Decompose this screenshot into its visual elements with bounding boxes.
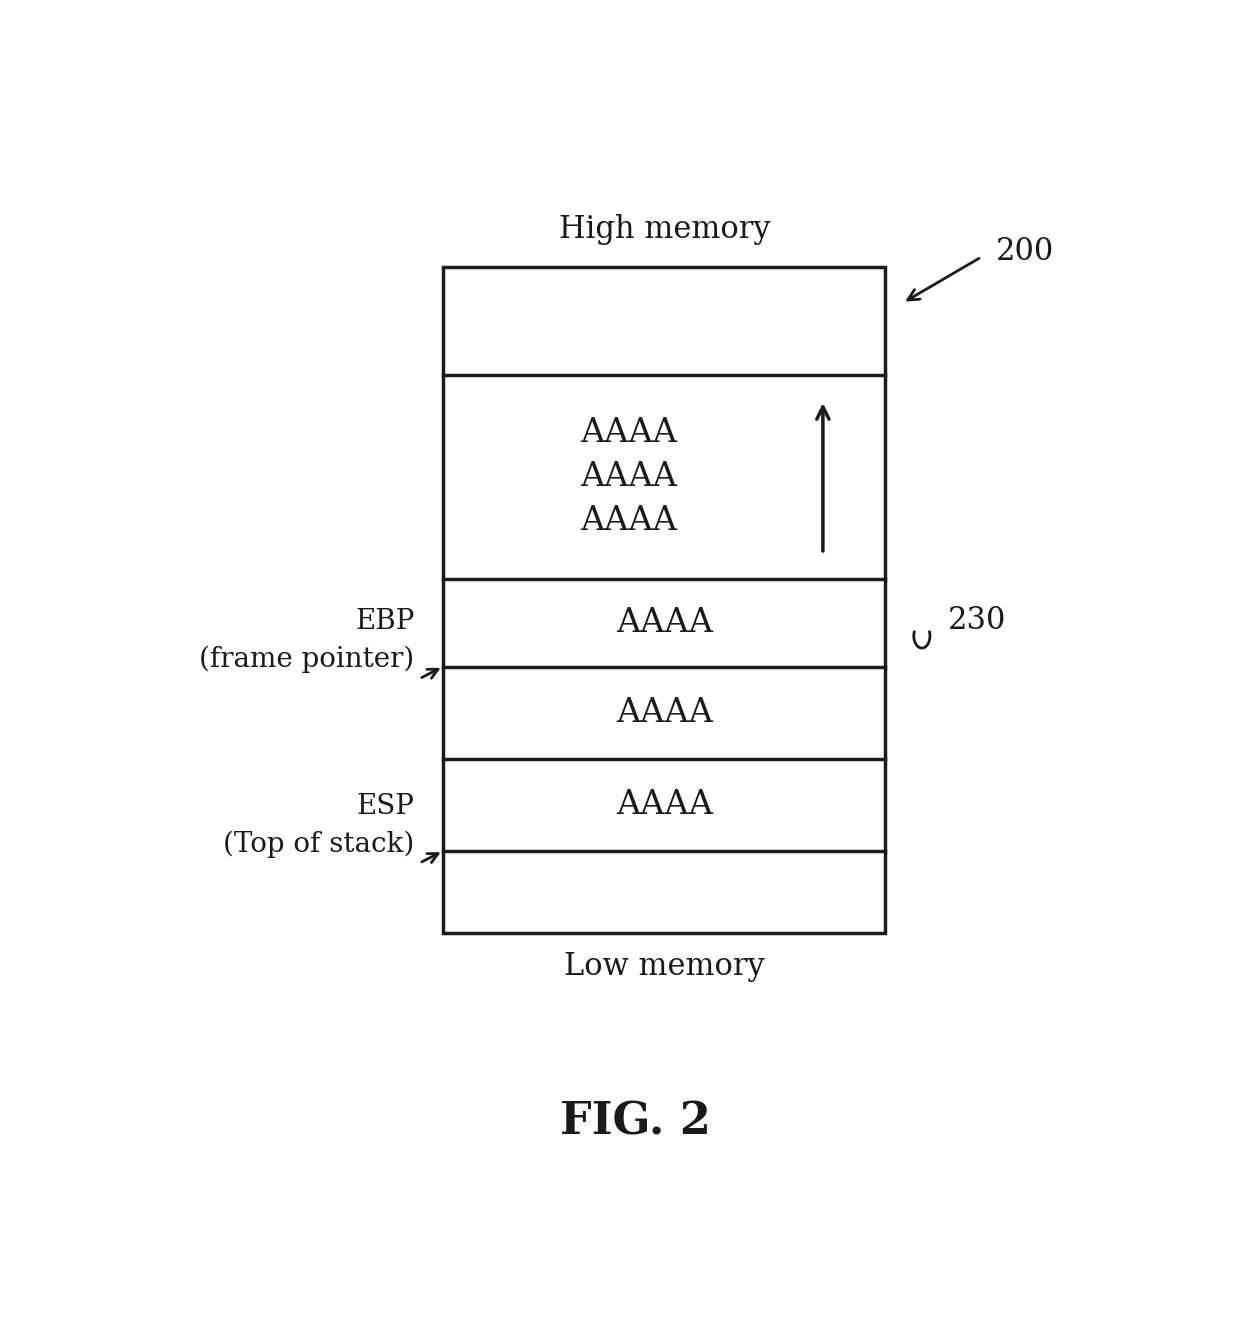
Text: 230: 230 — [947, 605, 1006, 636]
Bar — [444, 267, 885, 932]
Text: AAAA: AAAA — [580, 462, 677, 493]
Text: EBP
(frame pointer): EBP (frame pointer) — [200, 608, 414, 673]
Text: AAAA: AAAA — [616, 606, 713, 638]
Text: AAAA: AAAA — [616, 697, 713, 729]
Text: High memory: High memory — [558, 214, 770, 245]
Text: Low memory: Low memory — [564, 951, 765, 983]
Text: 200: 200 — [996, 237, 1054, 267]
Text: FIG. 2: FIG. 2 — [560, 1101, 711, 1144]
Text: AAAA: AAAA — [580, 418, 677, 450]
Text: ESP
(Top of stack): ESP (Top of stack) — [223, 793, 414, 858]
Text: AAAA: AAAA — [616, 789, 713, 821]
Text: AAAA: AAAA — [580, 505, 677, 537]
